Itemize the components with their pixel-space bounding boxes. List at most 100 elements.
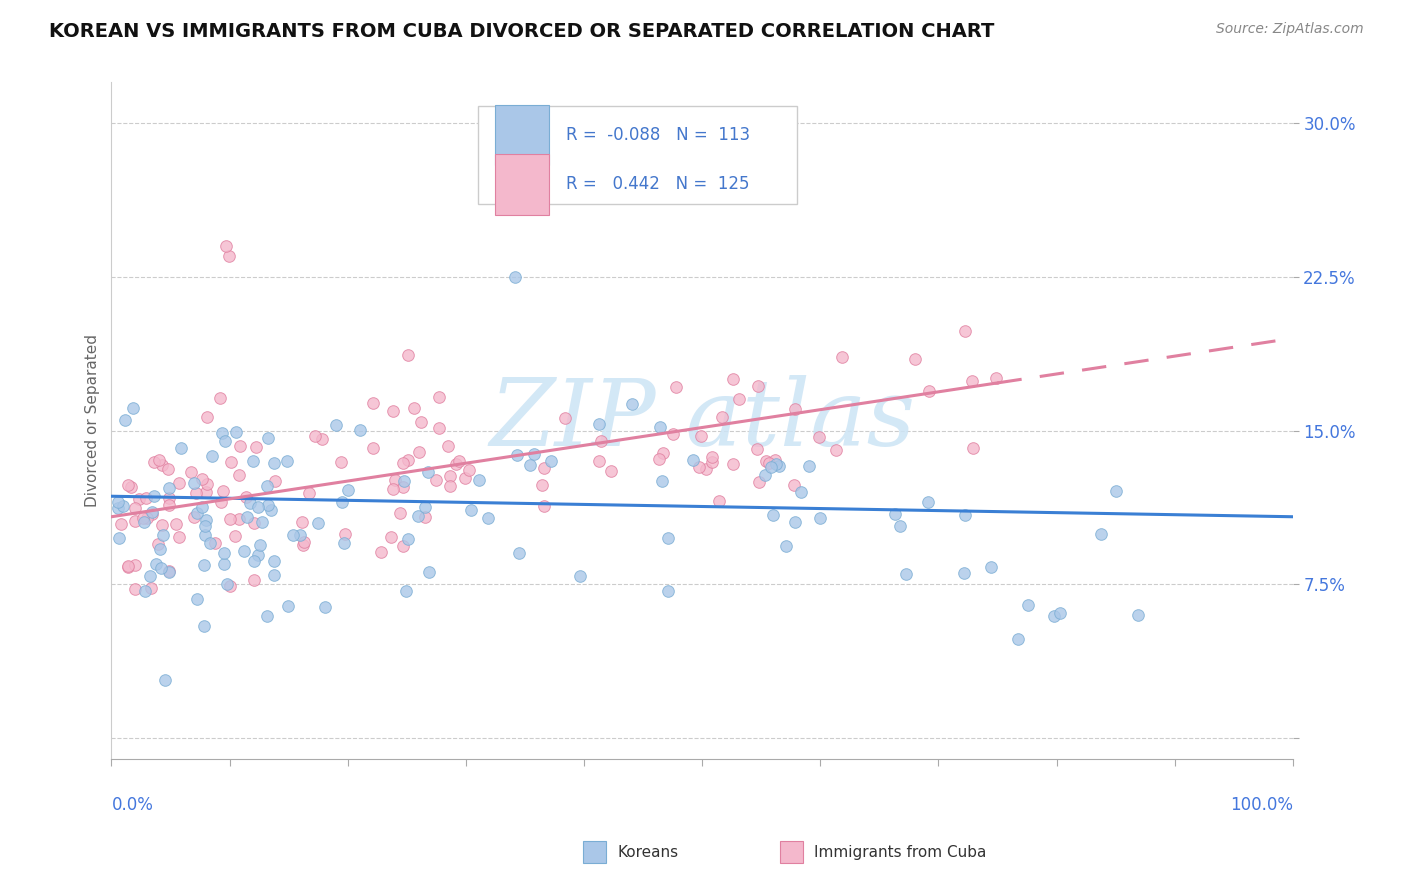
Point [758, 456, 780, 470]
Point [290, 528, 312, 542]
Point [208, 391, 231, 405]
Point [149, 541, 172, 556]
Point [330, 495, 353, 509]
Point [444, 457, 467, 471]
Point [884, 507, 907, 521]
Point [960, 375, 983, 389]
Point [124, 582, 146, 596]
Point [110, 517, 132, 532]
Text: KOREAN VS IMMIGRANTS FROM CUBA DIVORCED OR SEPARATED CORRELATION CHART: KOREAN VS IMMIGRANTS FROM CUBA DIVORCED … [49, 22, 994, 41]
Point [134, 584, 156, 599]
Point [797, 459, 820, 474]
Point [243, 573, 266, 587]
Point [263, 568, 285, 582]
Point [325, 418, 347, 433]
Point [263, 456, 285, 470]
Point [194, 513, 217, 527]
Point [392, 475, 415, 489]
Point [690, 429, 713, 443]
Point [186, 592, 208, 607]
Point [651, 474, 673, 488]
Point [380, 530, 402, 544]
Point [209, 495, 232, 509]
Point [506, 448, 529, 462]
Point [620, 396, 643, 410]
Point [228, 468, 250, 483]
FancyBboxPatch shape [478, 105, 797, 203]
Point [228, 512, 250, 526]
Point [768, 459, 790, 474]
Point [952, 566, 974, 580]
Point [201, 449, 224, 463]
Point [682, 452, 704, 467]
Point [281, 527, 304, 541]
Point [361, 396, 384, 410]
Point [243, 554, 266, 568]
Point [425, 473, 447, 487]
Point [122, 401, 145, 415]
Point [142, 455, 165, 469]
Point [219, 512, 242, 526]
Point [146, 537, 169, 551]
Point [304, 429, 326, 443]
Point [395, 584, 418, 599]
Point [519, 458, 541, 472]
Point [229, 439, 252, 453]
Point [396, 452, 419, 467]
Text: Koreans: Koreans [617, 846, 678, 860]
Point [225, 425, 247, 440]
Point [409, 415, 432, 429]
Point [762, 508, 785, 522]
Point [402, 401, 425, 415]
Point [107, 501, 129, 516]
Point [904, 352, 927, 367]
Text: R =  -0.088   N =  113: R = -0.088 N = 113 [567, 126, 751, 144]
Point [917, 494, 939, 508]
Point [984, 371, 1007, 385]
Point [190, 472, 212, 486]
Point [588, 454, 610, 468]
Point [711, 409, 734, 424]
Point [775, 540, 797, 554]
Point [114, 413, 136, 427]
Point [242, 454, 264, 468]
Point [257, 498, 280, 512]
Point [953, 324, 976, 338]
Point [458, 463, 481, 477]
Point [117, 559, 139, 574]
Y-axis label: Divorced or Separated: Divorced or Separated [86, 334, 100, 507]
Point [169, 441, 191, 455]
Point [700, 450, 723, 465]
Point [235, 490, 257, 504]
Point [139, 569, 162, 583]
Point [589, 434, 612, 448]
Point [1017, 598, 1039, 612]
Point [657, 531, 679, 545]
Point [143, 489, 166, 503]
Point [389, 506, 412, 520]
Point [128, 492, 150, 507]
Point [135, 491, 157, 505]
Point [292, 538, 315, 552]
Point [1090, 526, 1112, 541]
Point [292, 535, 315, 549]
Point [408, 445, 430, 459]
Point [599, 464, 621, 478]
Point [141, 507, 163, 521]
Point [370, 545, 392, 559]
Point [755, 454, 778, 468]
Point [1049, 606, 1071, 620]
Point [193, 558, 215, 572]
Point [264, 474, 287, 488]
Point [665, 380, 688, 394]
Point [754, 467, 776, 482]
Point [721, 372, 744, 386]
Point [335, 527, 357, 541]
Point [416, 465, 439, 479]
Point [384, 473, 406, 487]
Point [554, 410, 576, 425]
Point [763, 453, 786, 467]
Point [194, 518, 217, 533]
Point [651, 446, 673, 460]
Point [239, 496, 262, 510]
